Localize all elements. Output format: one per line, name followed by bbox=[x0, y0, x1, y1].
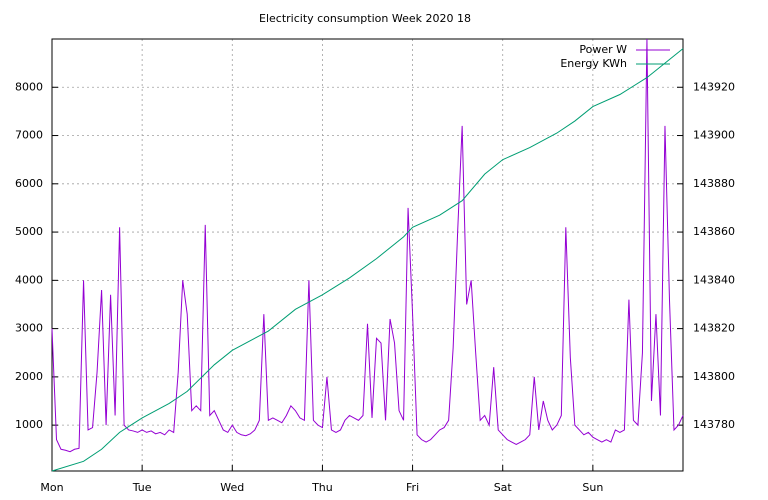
legend-label: Power W bbox=[579, 43, 627, 56]
chart-title: Electricity consumption Week 2020 18 bbox=[259, 12, 471, 25]
y2-tick-label: 143880 bbox=[693, 177, 735, 190]
y2-tick-label: 143820 bbox=[693, 322, 735, 335]
y-tick-label: 7000 bbox=[15, 129, 43, 142]
y2-tick-label: 143920 bbox=[693, 80, 735, 93]
x-tick-label: Sat bbox=[494, 481, 513, 494]
series-line bbox=[51, 38, 684, 453]
y-tick-label: 8000 bbox=[15, 80, 43, 93]
y2-tick-label: 143860 bbox=[693, 225, 735, 238]
x-tick-label: Thu bbox=[311, 481, 333, 494]
y-tick-label: 3000 bbox=[15, 322, 43, 335]
x-tick-label: Tue bbox=[132, 481, 152, 494]
y-tick-label: 1000 bbox=[15, 418, 43, 431]
x-tick-label: Wed bbox=[220, 481, 244, 494]
plot-frame bbox=[51, 38, 684, 472]
series-line bbox=[51, 48, 684, 472]
x-tick-label: Mon bbox=[40, 481, 63, 494]
y-tick-label: 5000 bbox=[15, 225, 43, 238]
y2-tick-label: 143840 bbox=[693, 273, 735, 286]
y2-tick-label: 143900 bbox=[693, 129, 735, 142]
y-tick-label: 2000 bbox=[15, 370, 43, 383]
x-tick-label: Sun bbox=[582, 481, 603, 494]
y-tick-label: 6000 bbox=[15, 177, 43, 190]
y2-tick-label: 143780 bbox=[693, 418, 735, 431]
y2-tick-label: 143800 bbox=[693, 370, 735, 383]
y-tick-label: 4000 bbox=[15, 273, 43, 286]
legend-label: Energy KWh bbox=[560, 57, 627, 70]
x-tick-label: Fri bbox=[406, 481, 419, 494]
